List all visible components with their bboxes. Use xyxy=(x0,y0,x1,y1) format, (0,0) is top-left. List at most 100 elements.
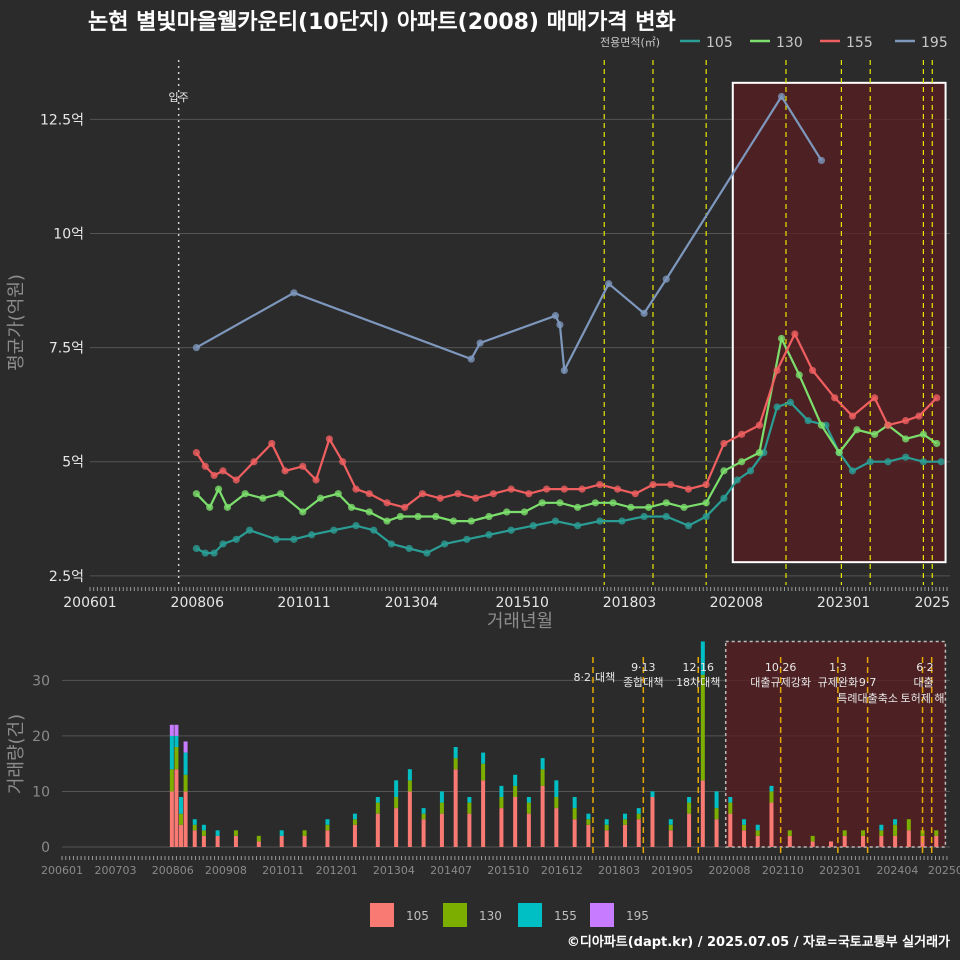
volume-bar-130 xyxy=(192,824,197,831)
policy-annotation-date: 12·16 xyxy=(682,661,714,674)
series-155-point xyxy=(232,476,240,484)
series-155-point xyxy=(755,421,763,429)
volume-bar-105 xyxy=(201,835,206,847)
volume-bar-155 xyxy=(407,769,412,781)
volume-bar-130 xyxy=(755,830,760,836)
price-y-tick-label: 5억 xyxy=(62,455,84,471)
volume-y-tick-label: 30 xyxy=(32,673,50,689)
volume-bar-155 xyxy=(879,824,884,831)
volume-bar-130 xyxy=(375,802,380,814)
volume-bar-105 xyxy=(352,824,357,847)
series-105-point xyxy=(387,540,396,548)
series-105-point xyxy=(405,544,413,553)
policy-annotation-label: 18차대책 xyxy=(676,676,720,689)
volume-bar-130 xyxy=(179,813,184,825)
series-105-point xyxy=(919,458,928,466)
series-105-point xyxy=(507,526,515,534)
series-155-point xyxy=(281,467,289,475)
price-x-tick-label: 202301 xyxy=(817,595,870,611)
price-x-tick-label: 201304 xyxy=(385,595,439,611)
volume-bar-130 xyxy=(394,797,399,809)
volume-bar-130 xyxy=(325,824,330,831)
series-130-point xyxy=(871,430,879,438)
volume-bar-130 xyxy=(467,802,472,814)
series-155-point xyxy=(299,462,307,470)
series-195-point xyxy=(817,156,826,165)
series-155-point xyxy=(649,480,657,489)
volume-bar-105 xyxy=(467,813,472,847)
series-155-point xyxy=(210,471,218,480)
volume-bar-105 xyxy=(787,835,792,847)
price-legend: 전용면적(㎡) 105 130 155 195 xyxy=(600,35,948,51)
series-130-point xyxy=(467,517,475,525)
series-105-point xyxy=(662,512,670,521)
series-195-point xyxy=(640,309,648,317)
volume-bar-155 xyxy=(668,819,673,825)
volume-bar-105 xyxy=(668,830,673,847)
volume-bar-155 xyxy=(755,824,760,831)
volume-bar-155 xyxy=(687,797,692,803)
volume-bar-130 xyxy=(842,830,847,836)
price-y-tick-label: 7.5억 xyxy=(49,341,84,357)
volume-x-tick-label: 202301 xyxy=(819,864,861,877)
volume-bar-105 xyxy=(183,791,188,847)
legend-label-195: 195 xyxy=(921,35,948,51)
volume-x-tick-label: 200806 xyxy=(152,864,194,877)
volume-bar-105 xyxy=(481,780,486,847)
series-105-point xyxy=(773,403,781,411)
series-105-point xyxy=(884,458,892,466)
volume-bar-105 xyxy=(728,813,733,847)
series-130-point xyxy=(702,499,710,507)
series-155-point xyxy=(596,480,604,489)
series-130-point xyxy=(334,490,342,498)
volume-bar-105 xyxy=(513,797,518,847)
volume-bar-155 xyxy=(893,819,898,825)
volume-bar-105 xyxy=(572,819,577,847)
volume-legend-label-130: 130 xyxy=(479,909,502,923)
series-105-point xyxy=(290,535,298,543)
volume-bar-130 xyxy=(687,802,692,814)
price-y-axis-title: 평균가(억원) xyxy=(6,274,27,371)
volume-bar-155 xyxy=(700,641,705,675)
series-155-point xyxy=(472,494,480,502)
volume-x-tick-label: 201407 xyxy=(430,864,472,877)
volume-bar-105 xyxy=(769,802,774,847)
volume-bar-155 xyxy=(453,747,458,759)
series-105-point xyxy=(463,535,471,543)
volume-legend-label-105: 105 xyxy=(406,909,429,923)
volume-legend-label-195: 195 xyxy=(626,909,649,923)
volume-bar-105 xyxy=(687,813,692,847)
series-155-point xyxy=(525,490,533,498)
volume-bar-155 xyxy=(554,780,559,797)
price-y-tick-label: 12.5억 xyxy=(40,112,84,128)
series-105-point xyxy=(370,526,378,534)
volume-bar-130 xyxy=(183,774,188,792)
volume-bar-105 xyxy=(810,841,815,847)
series-130-point xyxy=(299,508,307,516)
volume-y-tick-label: 20 xyxy=(32,729,50,745)
series-130-point xyxy=(835,449,843,457)
series-130-line xyxy=(195,335,938,523)
volume-bar-105 xyxy=(256,841,261,847)
policy-annotation-label: 특례대출축소 xyxy=(837,692,898,705)
volume-bar-130 xyxy=(352,819,357,825)
chart-title: 논현 별빛마을웰카운티(10단지) 아파트(2008) 매매가격 변화 xyxy=(88,10,676,35)
volume-bar-155 xyxy=(540,758,545,770)
volume-bar-105 xyxy=(893,835,898,847)
volume-bar-130 xyxy=(540,769,545,786)
volume-bar-105 xyxy=(714,819,719,847)
volume-bar-155 xyxy=(352,813,357,820)
volume-bar-155 xyxy=(499,785,504,797)
series-105-point xyxy=(201,549,209,557)
series-130-point xyxy=(277,490,285,498)
volume-bar-105 xyxy=(453,769,458,847)
series-130-point xyxy=(347,503,356,511)
series-130-point xyxy=(503,508,511,516)
series-130-point xyxy=(738,458,746,466)
volume-bar-130 xyxy=(861,830,866,836)
volume-bar-130 xyxy=(169,769,174,792)
price-y-tick-label: 2.5억 xyxy=(49,569,84,585)
volume-bar-155 xyxy=(728,797,733,803)
